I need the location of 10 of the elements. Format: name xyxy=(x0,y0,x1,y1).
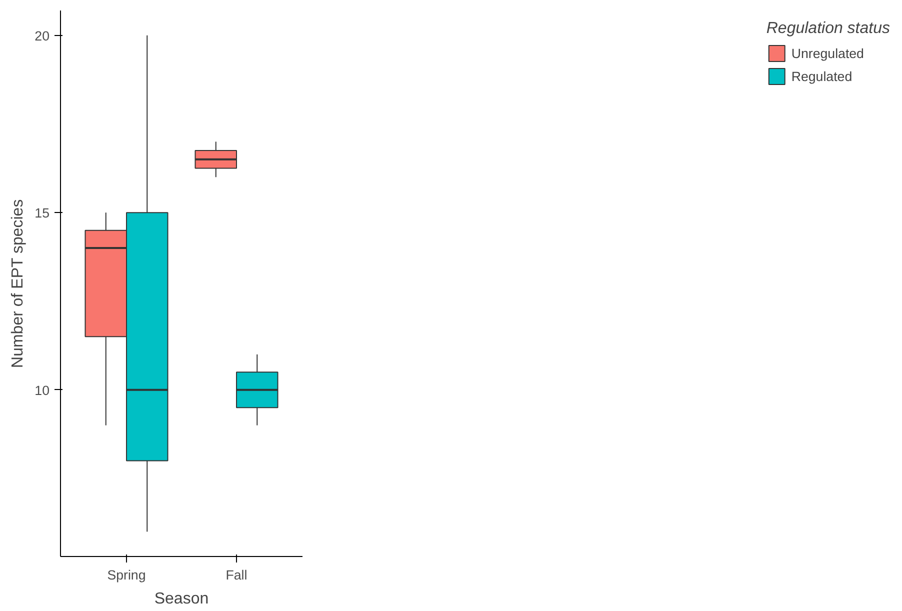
x-tick-label: Fall xyxy=(226,568,248,582)
y-tick-label: 15 xyxy=(34,206,50,221)
x-axis-title: Season xyxy=(154,590,209,608)
legend-label: Unregulated xyxy=(791,46,864,60)
legend-label: Regulated xyxy=(791,68,852,84)
y-tick-label: 20 xyxy=(34,28,50,44)
y-tick-label: 10 xyxy=(34,382,50,398)
y-axis-title: Number of EPT species xyxy=(10,199,27,368)
x-tick-label: Spring xyxy=(107,568,146,582)
legend-title: Regulation status xyxy=(766,20,890,38)
